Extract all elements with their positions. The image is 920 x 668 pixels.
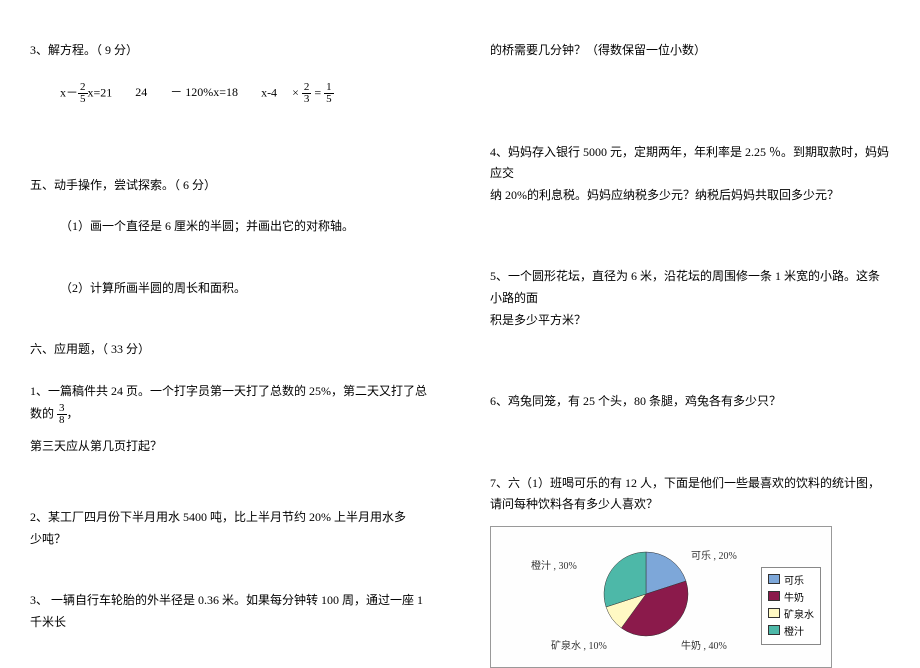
q5-a: 5、一个圆形花坛，直径为 6 米，沿花坛的周围修一条 1 米宽的小路。这条小路的… (490, 266, 890, 309)
eq1: x－25x=21 (60, 82, 112, 105)
section6-1-cont: 第三天应从第几页打起？ (30, 436, 430, 458)
section5-2: （2）计算所画半圆的周长和面积。 (30, 278, 430, 300)
legend-row: 矿泉水 (768, 606, 814, 621)
page: 3、解方程。（ 9 分） x－25x=21 24 － 120%x=18 x-4 … (0, 0, 920, 651)
eq4-frac1: 23 (302, 82, 312, 105)
q3-cont: 的桥需要几分钟？（得数保留一位小数） (490, 40, 890, 62)
label-water: 矿泉水 , 10% (551, 637, 607, 652)
legend-label: 矿泉水 (784, 606, 814, 621)
eq4-frac2: 15 (324, 82, 334, 105)
label-cola: 可乐 , 20% (691, 547, 737, 562)
legend-swatch (768, 574, 780, 584)
q4-a: 4、妈妈存入银行 5000 元，定期两年，年利率是 2.25 ％。到期取款时，妈… (490, 142, 890, 185)
right-column: 的桥需要几分钟？（得数保留一位小数） 4、妈妈存入银行 5000 元，定期两年，… (460, 0, 920, 651)
legend-swatch (768, 608, 780, 618)
legend-row: 牛奶 (768, 589, 814, 604)
legend-label: 牛奶 (784, 589, 804, 604)
q3-title: 3、解方程。（ 9 分） (30, 40, 430, 62)
section6-2: 2、某工厂四月份下半月用水 5400 吨，比上半月节约 20% 上半月用水多 (30, 507, 430, 529)
q7-b: 请问每种饮料各有多少人喜欢？ (490, 494, 890, 516)
q5-b: 积是多少平方米？ (490, 310, 890, 332)
section5-title: 五、动手操作，尝试探索。（ 6 分） (30, 175, 430, 197)
legend-swatch (768, 625, 780, 635)
eq4: x-4 × 23 = 15 (261, 82, 334, 105)
section6-1: 1、一篇稿件共 24 页。一个打字员第一天打了总数的 25%，第二天又打了总数的… (30, 381, 430, 426)
eq2: 24 (135, 82, 147, 104)
eq1-frac: 25 (78, 82, 88, 105)
section5-1: （1）画一个直径是 6 厘米的半圆；并画出它的对称轴。 (30, 216, 430, 238)
q4-b: 纳 20%的利息税。妈妈应纳税多少元？纳税后妈妈共取回多少元？ (490, 185, 890, 207)
legend: 可乐牛奶矿泉水橙汁 (761, 567, 821, 645)
legend-swatch (768, 591, 780, 601)
section6-title: 六、应用题，（ 33 分） (30, 339, 430, 361)
left-column: 3、解方程。（ 9 分） x－25x=21 24 － 120%x=18 x-4 … (0, 0, 460, 651)
legend-label: 橙汁 (784, 623, 804, 638)
legend-label: 可乐 (784, 572, 804, 587)
sec6-1-frac: 38 (57, 403, 67, 426)
label-milk: 牛奶 , 40% (681, 637, 727, 652)
legend-row: 可乐 (768, 572, 814, 587)
pie-chart-box: 可乐 , 20% 牛奶 , 40% 矿泉水 , 10% 橙汁 , 30% 可乐牛… (490, 526, 832, 668)
q3-equations: x－25x=21 24 － 120%x=18 x-4 × 23 = 15 (30, 82, 430, 105)
legend-row: 橙汁 (768, 623, 814, 638)
q7-a: 7、六（1）班喝可乐的有 12 人，下面是他们一些最喜欢的饮料的统计图， (490, 473, 890, 495)
section6-3: 3、 一辆自行车轮胎的外半径是 0.36 米。如果每分钟转 100 周，通过一座… (30, 590, 430, 633)
label-orange: 橙汁 , 30% (531, 557, 577, 572)
eq3: － 120%x=18 (170, 82, 238, 104)
pie-chart (601, 549, 691, 643)
q6: 6、鸡兔同笼，有 25 个头，80 条腿，鸡兔各有多少只？ (490, 391, 890, 413)
section6-2-cont: 少吨？ (30, 529, 430, 551)
